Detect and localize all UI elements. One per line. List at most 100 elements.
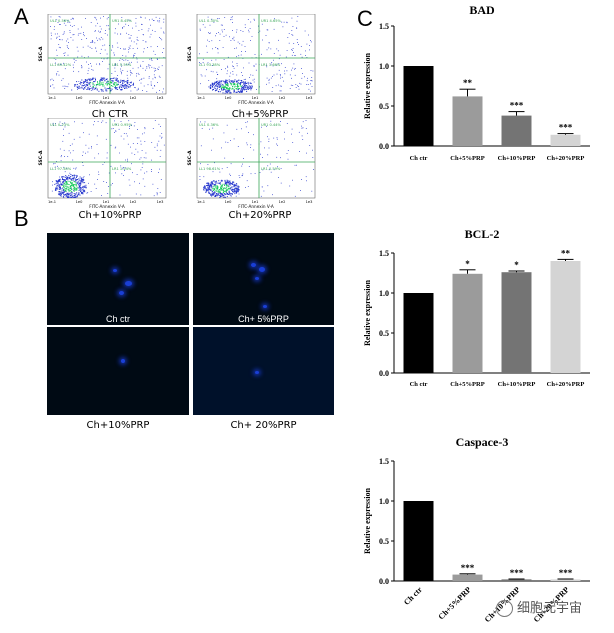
event-dot xyxy=(97,121,99,122)
event-dot xyxy=(73,179,75,181)
event-dot xyxy=(234,183,236,185)
event-dot xyxy=(101,77,103,79)
flow-x-tick: 1e2 xyxy=(130,200,137,204)
event-dot xyxy=(78,83,80,84)
event-dot xyxy=(206,185,208,186)
flow-x-axis-label: FITC-Annexin V-A xyxy=(238,100,274,105)
event-dot xyxy=(202,24,204,26)
event-dot xyxy=(122,83,124,85)
event-dot xyxy=(276,73,278,75)
event-dot xyxy=(134,181,135,183)
event-dot xyxy=(80,187,82,189)
event-dot xyxy=(106,81,108,83)
event-dot xyxy=(58,46,60,48)
event-dot xyxy=(64,176,66,178)
event-dot xyxy=(103,58,105,60)
event-dot xyxy=(158,123,160,125)
event-dot xyxy=(99,84,101,86)
event-dot xyxy=(92,79,94,81)
event-dot xyxy=(116,42,118,44)
panel-label-a: A xyxy=(14,4,29,29)
event-dot xyxy=(201,128,203,129)
event-dot xyxy=(62,140,64,142)
event-dot xyxy=(250,147,251,148)
event-dot xyxy=(227,88,229,90)
event-dot xyxy=(128,86,129,88)
event-dot xyxy=(65,183,67,185)
event-dot xyxy=(211,183,213,185)
event-dot xyxy=(120,33,122,35)
event-dot xyxy=(225,187,227,189)
flow-x-tick: 1e1 xyxy=(103,96,110,100)
event-dot xyxy=(237,189,239,191)
event-dot xyxy=(225,79,227,81)
event-dot xyxy=(121,173,123,175)
event-dot xyxy=(219,190,221,192)
event-dot xyxy=(68,196,70,198)
event-dot xyxy=(227,92,229,94)
event-dot xyxy=(136,39,138,41)
event-dot xyxy=(279,90,281,92)
event-dot xyxy=(247,85,249,87)
event-dot xyxy=(111,128,113,130)
flow-x-tick: 1e-1 xyxy=(197,200,205,204)
event-dot xyxy=(134,154,136,155)
event-dot xyxy=(200,145,202,147)
event-dot xyxy=(106,88,108,90)
event-dot xyxy=(209,184,211,186)
significance-label: *** xyxy=(510,101,524,111)
event-dot xyxy=(152,183,154,185)
event-dot xyxy=(88,78,90,80)
event-dot xyxy=(238,85,240,87)
event-dot xyxy=(54,33,56,35)
event-dot xyxy=(225,80,227,82)
event-dot xyxy=(272,87,274,88)
event-dot xyxy=(229,75,231,77)
event-dot xyxy=(66,193,68,195)
event-dot xyxy=(219,171,221,173)
event-dot xyxy=(238,193,240,195)
event-dot xyxy=(131,40,132,42)
event-dot xyxy=(83,81,85,83)
event-dot xyxy=(153,195,155,197)
event-dot xyxy=(73,174,75,176)
event-dot xyxy=(72,178,74,179)
event-dot xyxy=(149,65,151,66)
event-dot xyxy=(226,87,228,89)
event-dot xyxy=(122,82,123,84)
event-dot xyxy=(60,63,62,65)
event-dot xyxy=(71,192,73,194)
quadrant-label: LR1 5.55% xyxy=(112,63,132,67)
event-dot xyxy=(82,177,84,178)
event-dot xyxy=(71,196,73,198)
event-dot xyxy=(236,86,238,88)
event-dot xyxy=(225,182,227,184)
event-dot xyxy=(137,47,138,49)
event-dot xyxy=(233,66,234,67)
event-dot xyxy=(118,83,119,85)
event-dot xyxy=(210,188,212,190)
event-dot xyxy=(231,183,233,185)
chart-title: BAD xyxy=(469,3,495,17)
event-dot xyxy=(107,68,109,70)
bar xyxy=(501,579,532,581)
event-dot xyxy=(233,90,235,92)
event-dot xyxy=(153,74,155,76)
event-dot xyxy=(223,80,225,82)
flow-x-tick: 1e2 xyxy=(279,200,286,204)
event-dot xyxy=(122,27,123,29)
event-dot xyxy=(148,76,150,77)
event-dot xyxy=(72,184,74,186)
event-dot xyxy=(218,82,220,84)
event-dot xyxy=(78,71,80,73)
event-dot xyxy=(243,86,245,88)
event-dot xyxy=(270,171,272,173)
event-dot xyxy=(65,180,66,182)
event-dot xyxy=(225,185,227,187)
event-dot xyxy=(82,182,84,184)
event-dot xyxy=(83,190,85,192)
event-dot xyxy=(82,179,84,181)
event-dot xyxy=(79,185,81,187)
event-dot xyxy=(266,83,267,85)
event-dot xyxy=(200,121,201,123)
